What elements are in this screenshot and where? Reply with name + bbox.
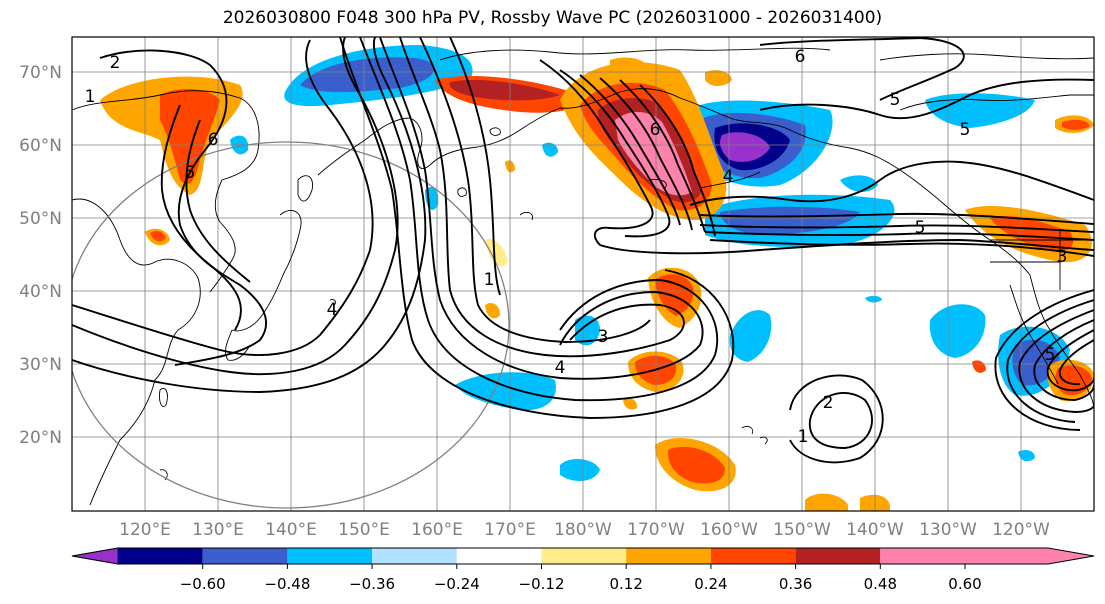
lon-label: 120°E xyxy=(119,520,171,540)
anomaly-negative xyxy=(720,132,770,162)
contour-label: 5 xyxy=(960,120,971,140)
colorbar-tick-label: −0.12 xyxy=(519,575,565,593)
anomaly-negative xyxy=(542,142,558,157)
colorbar-segment xyxy=(287,548,373,564)
lon-label: 150°W xyxy=(773,520,831,540)
contour-label: 3 xyxy=(1057,247,1068,267)
contour-label: 2 xyxy=(823,393,834,413)
colorbar-tick-label: 0.60 xyxy=(948,575,981,593)
graticule xyxy=(72,37,1094,511)
colorbar-segment xyxy=(880,548,965,564)
anomaly-positive xyxy=(705,70,732,86)
colorbar-segment xyxy=(626,548,711,564)
colorbar-tick-label: 0.48 xyxy=(864,575,897,593)
colorbar: −0.60 −0.48 −0.36 −0.24 −0.12 0.12 0.24 … xyxy=(71,547,1095,593)
colorbar-segment xyxy=(118,548,203,564)
colorbar-tick-label: 0.12 xyxy=(609,575,642,593)
lat-label: 20°N xyxy=(19,428,62,448)
colorbar-tick-label: −0.60 xyxy=(180,575,226,593)
anomaly-positive xyxy=(990,215,1074,252)
anomaly-negative xyxy=(455,372,556,411)
lat-label: 50°N xyxy=(19,209,62,229)
figure-title: 2026030800 F048 300 hPa PV, Rossby Wave … xyxy=(222,8,883,28)
anomaly-positive xyxy=(623,398,638,410)
anomaly-negative xyxy=(575,315,600,346)
anomaly-positive xyxy=(160,88,220,184)
contour-label: 1 xyxy=(85,87,96,107)
colorbar-segment xyxy=(795,548,881,564)
contour-label: 2 xyxy=(110,53,121,73)
colorbar-segment xyxy=(372,548,457,564)
colorbar-segment xyxy=(710,548,796,564)
lon-label: 170°E xyxy=(484,520,536,540)
lon-label: 180°W xyxy=(554,520,612,540)
coastlines xyxy=(72,47,1094,506)
lon-label: 130°W xyxy=(919,520,977,540)
contour-labels: 2 1 6 5 6 5 5 6 5 4 1 4 3 4 2 1 5 3 xyxy=(85,47,1068,447)
colorbar-segment xyxy=(202,548,288,564)
colorbar-tick-label: 0.24 xyxy=(694,575,727,593)
anomaly-positive xyxy=(667,446,725,484)
contour-label: 5 xyxy=(890,90,901,110)
lon-label: 140°W xyxy=(846,520,904,540)
lon-label: 160°E xyxy=(411,520,463,540)
anomaly-positive xyxy=(972,360,986,373)
lon-label: 150°E xyxy=(338,520,390,540)
anomaly-positive xyxy=(150,230,166,242)
anomaly-positive xyxy=(485,238,508,267)
colorbar-segment xyxy=(456,548,542,564)
colorbar-tick-label: −0.36 xyxy=(349,575,395,593)
lat-label: 70°N xyxy=(19,63,62,83)
anomaly-negative xyxy=(865,295,882,303)
contour-label: 6 xyxy=(795,47,806,67)
contour-label: 4 xyxy=(723,167,734,187)
anomaly-positive xyxy=(485,303,500,319)
colorbar-ticks xyxy=(202,564,966,569)
lon-label: 120°W xyxy=(992,520,1050,540)
lon-label: 160°W xyxy=(700,520,758,540)
anomaly-negative xyxy=(925,93,1035,128)
pv-contours xyxy=(72,37,1094,464)
contour-label: 5 xyxy=(915,218,926,238)
contour-label: 6 xyxy=(208,130,219,150)
anomaly-negative xyxy=(560,458,600,482)
colorbar-extend-high xyxy=(964,548,1094,564)
lon-label: 130°E xyxy=(192,520,244,540)
colorbar-tick-label: 0.36 xyxy=(779,575,812,593)
contour-label: 1 xyxy=(798,427,809,447)
anomaly-positive xyxy=(610,57,650,80)
anomaly-negative xyxy=(300,57,435,93)
anomaly-positive xyxy=(449,79,560,101)
lon-label: 140°E xyxy=(265,520,317,540)
colorbar-tick-label: −0.48 xyxy=(264,575,310,593)
reference-circle xyxy=(72,141,510,509)
longitude-labels: 120°E 130°E 140°E 150°E 160°E 170°E 180°… xyxy=(119,520,1050,540)
lat-label: 40°N xyxy=(19,282,62,302)
anomaly-positive xyxy=(805,493,848,511)
contour-label: 1 xyxy=(484,270,495,290)
anomaly-negative xyxy=(1018,450,1035,462)
anomaly-negative xyxy=(929,304,986,358)
contour-label: 6 xyxy=(650,120,661,140)
contour-label: 4 xyxy=(555,358,566,378)
contour-label: 5 xyxy=(185,163,196,183)
contour-label: 5 xyxy=(1045,345,1056,365)
anomaly-negative xyxy=(729,310,772,362)
latitude-labels: 70°N 60°N 50°N 40°N 30°N 20°N xyxy=(19,63,62,448)
anomaly-positive xyxy=(1062,119,1090,130)
map-frame xyxy=(71,36,1095,512)
lat-label: 60°N xyxy=(19,136,62,156)
colorbar-extend-low xyxy=(71,547,119,565)
anomaly-positive xyxy=(615,111,692,196)
contour-label: 3 xyxy=(598,327,609,347)
lat-label: 30°N xyxy=(19,355,62,375)
colorbar-tick-label: −0.24 xyxy=(434,575,480,593)
colorbar-segment xyxy=(541,548,627,564)
lon-label: 170°W xyxy=(627,520,685,540)
colorbar-outline xyxy=(71,547,1095,565)
contour-label: 4 xyxy=(327,300,338,320)
